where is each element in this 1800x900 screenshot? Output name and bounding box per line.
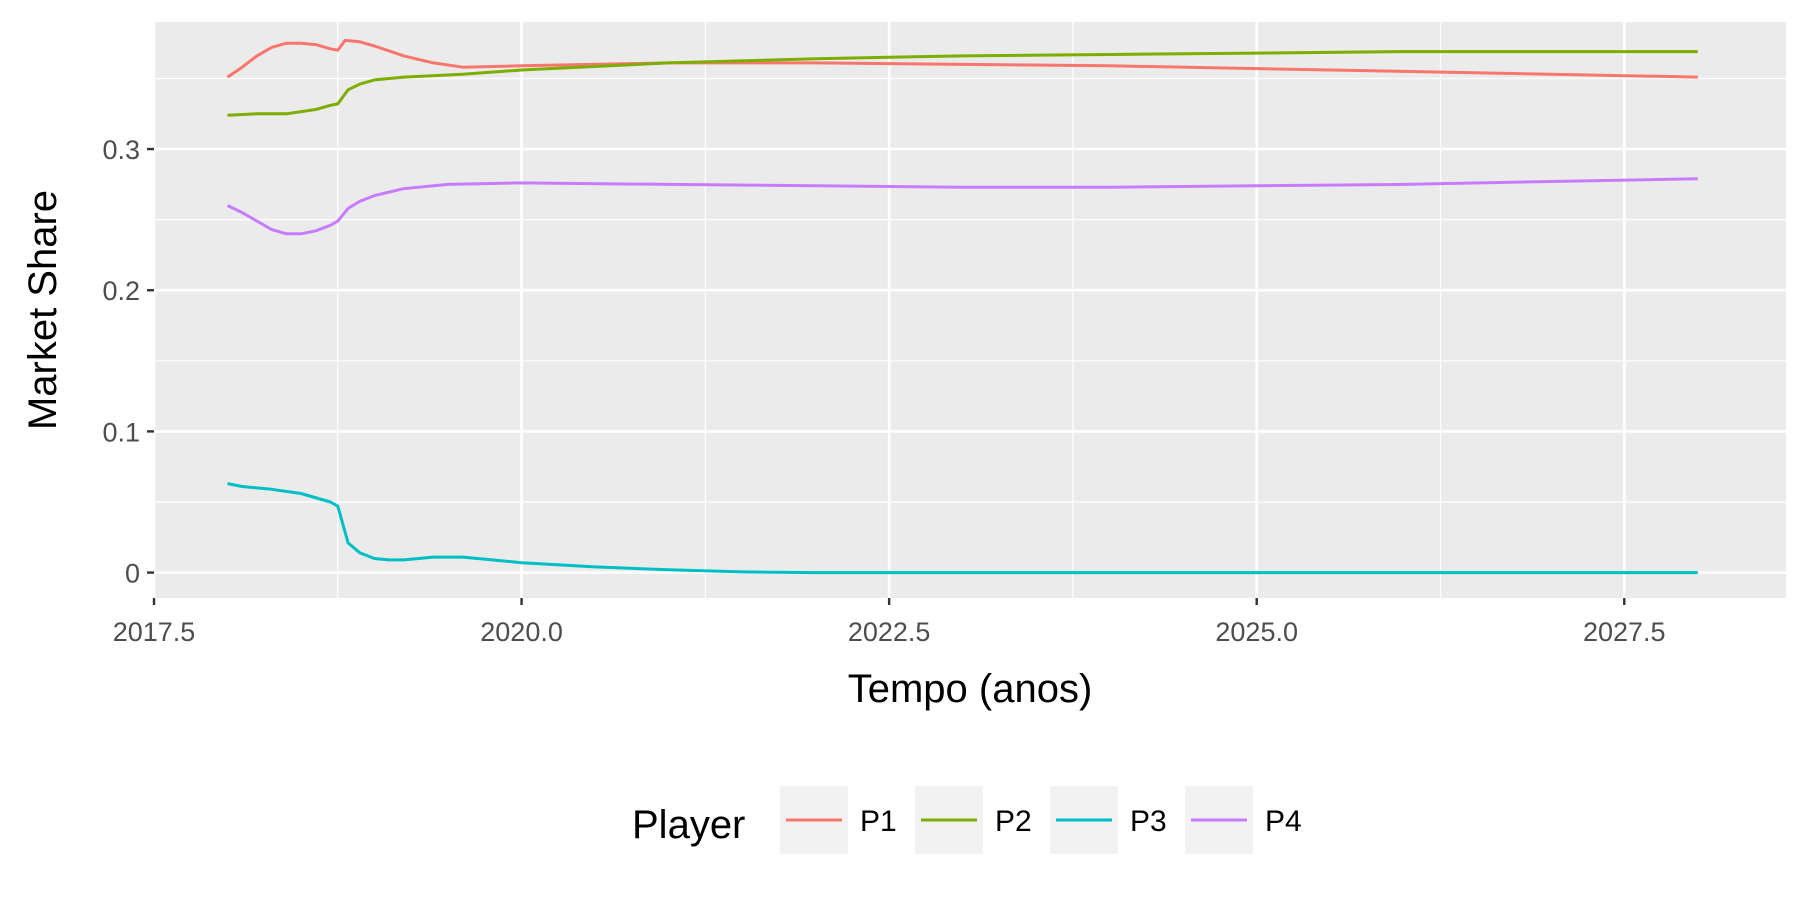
series-line-p1	[226, 38, 1698, 79]
y-tick-label: 0	[125, 559, 140, 589]
minor-gridlines	[154, 22, 1786, 598]
series-line-p4	[226, 177, 1698, 236]
legend-label-p3: P3	[1130, 805, 1167, 838]
series-line-p3	[227, 482, 1698, 575]
x-axis-title: Tempo (anos)	[848, 667, 1093, 711]
y-tick-label: 0.2	[102, 276, 140, 306]
series-line-p2	[227, 50, 1698, 117]
legend-label-p1: P1	[860, 805, 897, 838]
x-tick-label: 2020.0	[480, 617, 563, 647]
legend: Player P1 P2 P3 P4	[632, 786, 1302, 854]
x-tick-label: 2027.5	[1583, 617, 1666, 647]
plot-panel	[154, 22, 1786, 598]
y-axis-title: Market Share	[21, 190, 65, 430]
legend-items: P1 P2 P3 P4	[780, 786, 1302, 854]
x-tick-label: 2022.5	[848, 617, 931, 647]
y-axis: 0 0.1 0.2 0.3	[102, 135, 154, 589]
x-axis: 2017.5 2020.0 2022.5 2025.0 2027.5	[113, 598, 1666, 647]
y-tick-label: 0.1	[102, 417, 140, 447]
series-lines	[226, 38, 1698, 575]
y-tick-label: 0.3	[102, 135, 140, 165]
legend-label-p2: P2	[995, 805, 1032, 838]
legend-label-p4: P4	[1265, 805, 1302, 838]
legend-title: Player	[632, 803, 745, 847]
x-tick-label: 2017.5	[113, 617, 196, 647]
x-tick-label: 2025.0	[1215, 617, 1298, 647]
